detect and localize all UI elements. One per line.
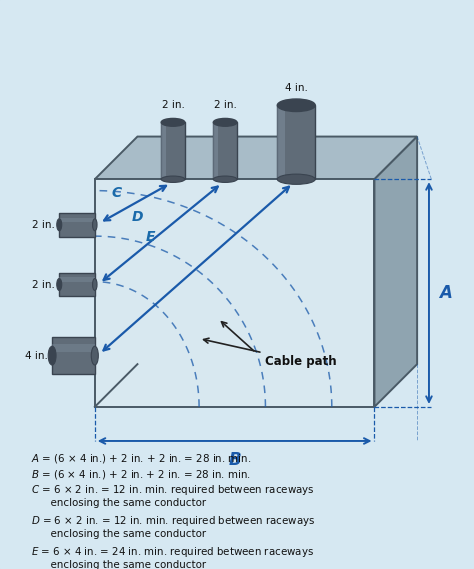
Text: 2 in.: 2 in. (162, 100, 184, 110)
Bar (213, 122, 237, 179)
Text: $\it{A}$ = (6 × 4 in.) + 2 in. + 2 in. = 28 in. min.: $\it{A}$ = (6 × 4 in.) + 2 in. + 2 in. =… (31, 452, 251, 465)
Bar (59, 213, 95, 237)
Ellipse shape (57, 279, 62, 291)
Bar (277, 105, 315, 179)
Ellipse shape (213, 118, 237, 126)
Text: 2 in.: 2 in. (32, 279, 55, 290)
Text: 4 in.: 4 in. (25, 351, 47, 361)
Text: $\it{C}$ = 6 × 2 in. = 12 in. min. required between raceways: $\it{C}$ = 6 × 2 in. = 12 in. min. requi… (31, 483, 314, 497)
Text: C: C (111, 187, 121, 200)
Bar (52, 344, 95, 352)
Text: enclosing the same conductor: enclosing the same conductor (31, 560, 206, 569)
Polygon shape (95, 179, 374, 407)
Bar (277, 105, 285, 179)
Ellipse shape (92, 219, 97, 231)
Text: 4 in.: 4 in. (285, 83, 308, 93)
Text: $\it{B}$ = (6 × 4 in.) + 2 in. + 2 in. = 28 in. min.: $\it{B}$ = (6 × 4 in.) + 2 in. + 2 in. =… (31, 468, 251, 481)
Text: enclosing the same conductor: enclosing the same conductor (31, 529, 206, 539)
Text: $\it{D}$ = 6 × 2 in. = 12 in. min. required between raceways: $\it{D}$ = 6 × 2 in. = 12 in. min. requi… (31, 514, 315, 528)
Polygon shape (374, 137, 417, 407)
Ellipse shape (161, 118, 185, 126)
Polygon shape (95, 137, 417, 179)
Bar (59, 273, 95, 296)
Ellipse shape (213, 176, 237, 183)
Ellipse shape (92, 279, 97, 291)
Bar (161, 122, 166, 179)
Text: A: A (439, 284, 452, 302)
Text: Cable path: Cable path (204, 338, 337, 368)
Text: E: E (146, 230, 155, 244)
Text: $\it{E}$ = 6 × 4 in. = 24 in. min. required between raceways: $\it{E}$ = 6 × 4 in. = 24 in. min. requi… (31, 545, 314, 559)
Ellipse shape (91, 346, 98, 365)
Bar (161, 122, 185, 179)
Ellipse shape (48, 346, 56, 365)
Ellipse shape (57, 219, 62, 231)
Ellipse shape (161, 176, 185, 183)
Bar (52, 337, 95, 374)
Bar (59, 217, 95, 222)
Ellipse shape (277, 99, 315, 112)
Text: B: B (228, 451, 241, 469)
Bar (213, 122, 218, 179)
Text: 2 in.: 2 in. (32, 220, 55, 230)
Text: 2 in.: 2 in. (214, 100, 237, 110)
Ellipse shape (277, 174, 315, 184)
Bar (59, 277, 95, 282)
Text: enclosing the same conductor: enclosing the same conductor (31, 498, 206, 509)
Text: D: D (132, 211, 143, 224)
